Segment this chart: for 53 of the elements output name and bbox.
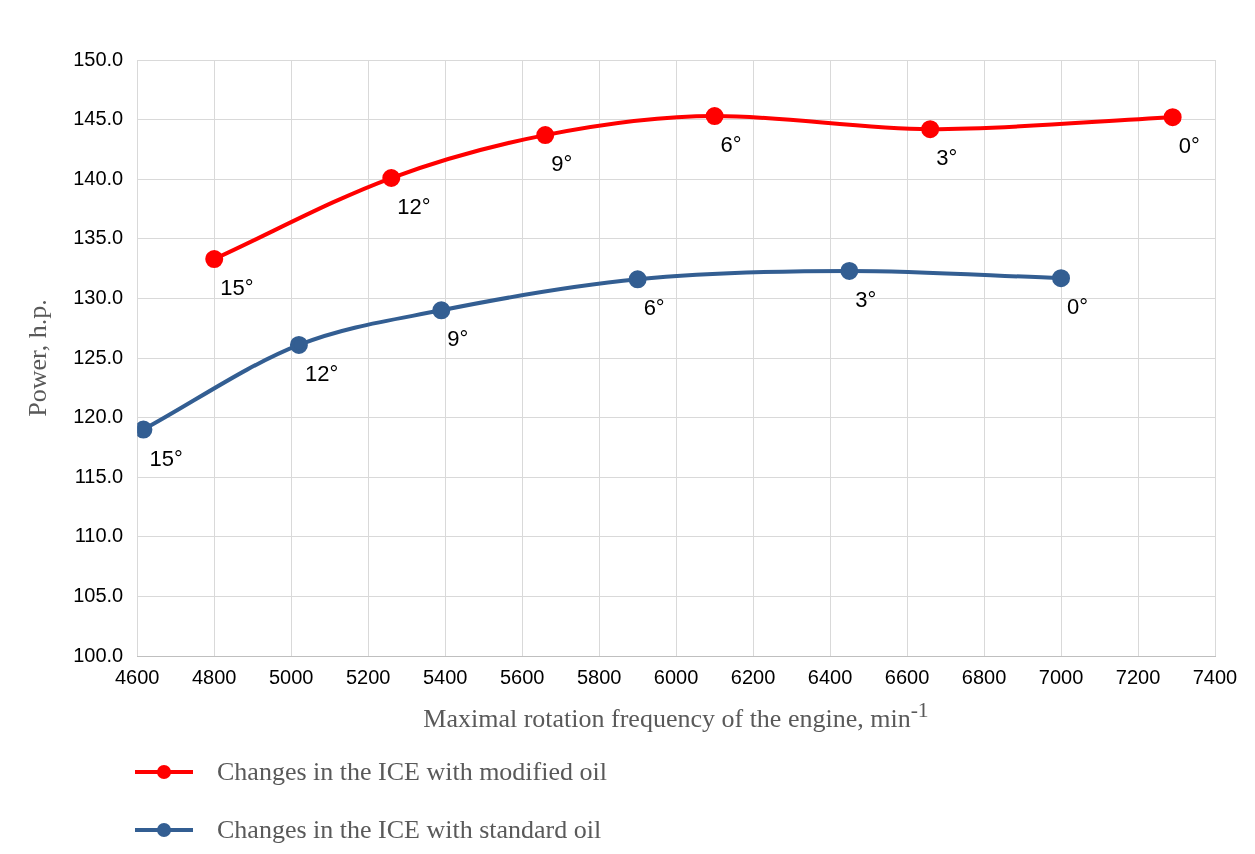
x-tick-label: 7000	[1038, 665, 1084, 688]
point	[1163, 108, 1182, 127]
annotation: 6°	[643, 295, 665, 321]
annotation: 15°	[220, 275, 254, 301]
x-tick-label: 6200	[730, 665, 776, 688]
y-tick-label: 120.0	[73, 405, 124, 428]
x-tick-label: 7200	[1115, 665, 1161, 688]
y-axis-title: Power, h.p.	[23, 299, 53, 417]
annotation: 3°	[936, 145, 958, 171]
point	[840, 261, 859, 280]
point	[382, 169, 401, 188]
x-axis-title: Maximal rotation frequency of the engine, min$^{-1}$	[422, 698, 930, 734]
x-tick-label: 5000	[268, 665, 314, 688]
legend-label: Changes in the ICE with standard oil	[217, 815, 602, 845]
x-tick-label: 6600	[884, 665, 930, 688]
annotation: 15°	[149, 445, 183, 471]
annotation: 6°	[720, 132, 742, 158]
x-tick-label: 5400	[422, 665, 468, 688]
y-tick-label: 125.0	[73, 345, 124, 368]
y-tick-label: 150.0	[73, 47, 124, 70]
y-tick-label: 135.0	[73, 226, 124, 249]
annotation: 12°	[397, 194, 431, 220]
annotation: 3°	[855, 287, 877, 313]
y-tick-label: 130.0	[73, 285, 124, 308]
annotation: 0°	[1178, 133, 1200, 159]
point	[289, 335, 308, 354]
y-tick-label: 100.0	[73, 643, 124, 666]
y-tick-label: 105.0	[73, 583, 124, 606]
x-tick-label: 6400	[807, 665, 853, 688]
x-tick-label: 6000	[653, 665, 699, 688]
point	[628, 270, 647, 289]
annotation: 9°	[447, 326, 469, 352]
x-tick-label: 5800	[576, 665, 622, 688]
x-tick-label: 5600	[499, 665, 545, 688]
y-tick-label: 145.0	[73, 107, 124, 130]
point	[432, 301, 451, 320]
y-tick-label: 140.0	[73, 166, 124, 189]
point	[705, 107, 724, 126]
x-tick-label: 6800	[961, 665, 1007, 688]
annotation: 0°	[1067, 294, 1089, 320]
x-tick-label: 7400	[1192, 665, 1238, 688]
point	[205, 250, 224, 269]
annotation: 12°	[304, 360, 339, 386]
point	[921, 120, 940, 139]
y-tick-label: 115.0	[74, 464, 124, 487]
point	[536, 126, 555, 145]
annotation: 9°	[551, 151, 573, 177]
y-tick-label: 110.0	[74, 524, 124, 547]
x-tick-label: 4600	[115, 665, 160, 688]
point	[1052, 269, 1071, 288]
legend-label: Changes in the ICE with modified oil	[217, 757, 607, 787]
x-tick-label: 4800	[191, 665, 237, 688]
x-tick-label: 5200	[345, 665, 391, 688]
